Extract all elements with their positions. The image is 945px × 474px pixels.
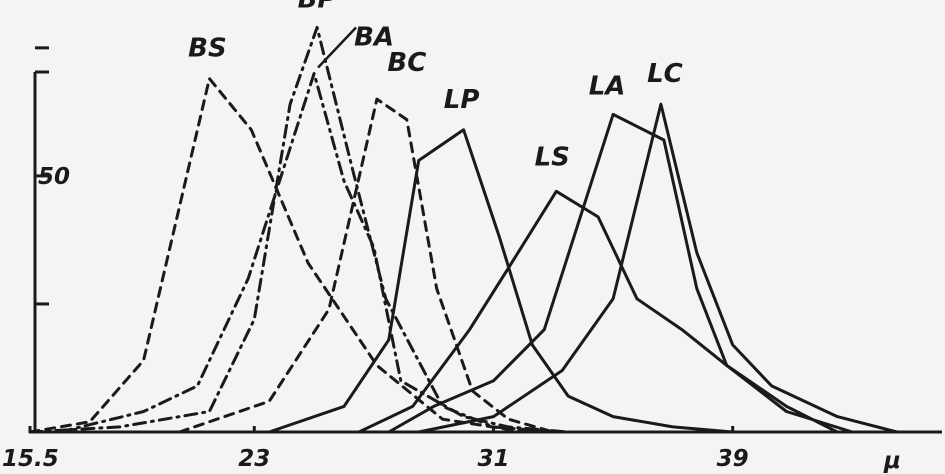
series-label-lc: LC [647,59,683,89]
y-tick-label-1: 50 [38,164,70,190]
series-line-bc [178,97,555,434]
series-line-lc [417,102,899,434]
series-label-la: LA [589,71,626,101]
series-label-ls: LS [535,142,570,172]
x-tick-label-2: 31 [477,446,509,472]
series-leader-ba [317,26,357,69]
series-line-ba [58,72,570,434]
series-layer [28,25,899,434]
series-line-lp [267,128,735,434]
x-tick-label-0: 15.5 [2,446,59,472]
axes [30,72,942,434]
series-label-bp: BP [298,0,337,14]
series-label-lp: LP [444,85,480,115]
ticks: 50 15.5 23 31 39 [2,46,749,472]
series-label-bs: BS [188,34,227,64]
series-line-bp [28,25,555,434]
series-label-bc: BC [387,48,426,78]
x-tick-label-1: 23 [238,446,270,472]
series-line-la [387,112,854,434]
x-axis-unit-label: μ [883,448,901,474]
series-label-ba: BA [354,22,394,52]
series-line-bs [28,77,570,434]
x-tick-label-3: 39 [717,446,749,472]
